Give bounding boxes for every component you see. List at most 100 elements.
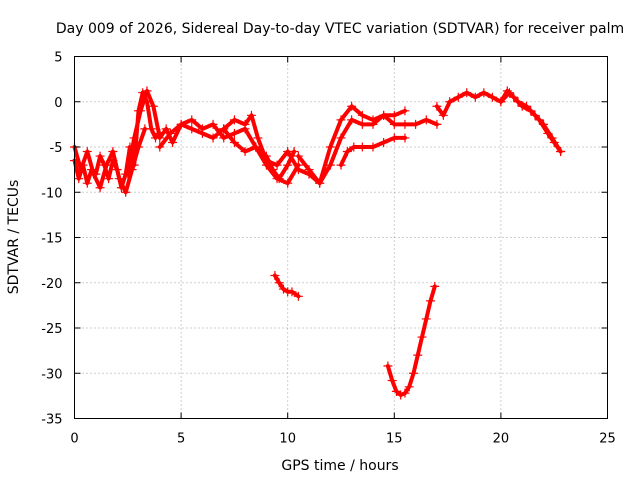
data-point <box>325 160 335 170</box>
data-point <box>253 133 263 143</box>
data-point <box>283 160 293 170</box>
series-seg6 <box>293 101 410 188</box>
data-point <box>89 169 99 179</box>
data-point <box>104 174 114 184</box>
data-point <box>287 287 297 297</box>
data-point <box>101 160 112 170</box>
data-point <box>197 128 208 139</box>
data-point <box>229 128 239 139</box>
data-point <box>304 165 314 175</box>
data-point <box>391 386 402 396</box>
data-point <box>421 115 431 125</box>
series-line <box>72 126 147 195</box>
data-point <box>133 142 144 152</box>
data-point <box>379 137 389 148</box>
data-point <box>74 174 84 184</box>
y-axis-label: SDTVAR / TECUs <box>6 180 22 295</box>
data-point <box>293 291 303 301</box>
series-line <box>272 273 301 299</box>
data-point <box>121 187 131 197</box>
data-point <box>82 146 92 157</box>
data-point <box>108 146 118 157</box>
data-point <box>432 101 442 111</box>
data-point <box>293 151 303 161</box>
data-point <box>421 314 431 324</box>
data-point <box>400 388 410 398</box>
data-point <box>293 165 303 175</box>
data-point <box>336 133 346 143</box>
data-point <box>487 92 497 102</box>
data-point <box>432 119 442 129</box>
data-point <box>408 368 419 378</box>
axis-ticks: 0 5 10 15 20 25 5 0 -5 -10 -15 -20 -25 -30 -35 <box>41 51 616 447</box>
data-point <box>504 88 515 98</box>
data-point <box>400 106 410 116</box>
x-tick-label: 0 <box>70 432 78 447</box>
data-point <box>389 133 399 143</box>
data-point <box>521 101 532 111</box>
data-point <box>283 146 293 157</box>
series-line <box>157 122 301 186</box>
data-point <box>325 142 335 152</box>
x-tick-label: 25 <box>599 432 616 447</box>
y-tick-label: -35 <box>41 413 62 428</box>
y-tick-label: -5 <box>50 141 63 156</box>
data-point <box>155 133 165 143</box>
data-point <box>142 86 152 96</box>
x-tick-label: 20 <box>493 432 510 447</box>
data-point <box>357 110 367 120</box>
data-point <box>453 92 463 102</box>
data-point <box>342 146 352 157</box>
data-point <box>135 106 146 116</box>
data-point <box>547 133 557 143</box>
data-point <box>336 160 346 170</box>
data-point <box>462 88 472 98</box>
y-tick-label: -15 <box>41 232 62 247</box>
series-line <box>339 135 407 168</box>
data-point <box>470 92 480 102</box>
y-tick-label: 5 <box>54 51 62 66</box>
data-point <box>76 165 86 175</box>
series-seg10 <box>270 270 303 301</box>
data-point <box>555 146 566 157</box>
y-tick-label: -30 <box>41 367 62 382</box>
data-point <box>383 361 393 371</box>
data-point <box>95 151 105 161</box>
y-tick-label: 0 <box>54 96 62 111</box>
data-point <box>396 390 406 400</box>
data-point <box>430 281 440 291</box>
data-point <box>161 124 171 134</box>
data-point <box>246 110 257 120</box>
y-tick-label: -25 <box>41 322 62 337</box>
data-point <box>155 142 165 152</box>
data-point <box>123 169 133 179</box>
series-seg9 <box>496 88 566 157</box>
data-point <box>479 88 489 98</box>
data-point <box>187 124 197 134</box>
data-point <box>176 119 186 129</box>
data-point <box>425 296 436 306</box>
x-tick-label: 10 <box>279 432 296 447</box>
data-point <box>165 128 176 139</box>
series-line <box>498 90 563 154</box>
data-point <box>389 119 399 129</box>
series-seg11 <box>383 281 440 400</box>
data-point <box>129 133 139 143</box>
data-point <box>274 278 284 288</box>
data-point <box>347 115 357 125</box>
data-point <box>411 119 421 129</box>
data-point <box>229 137 239 148</box>
data-point <box>538 119 549 129</box>
data-point <box>283 178 293 188</box>
series-seg5 <box>219 110 442 188</box>
data-point <box>114 174 124 184</box>
data-point <box>240 146 250 157</box>
data-point <box>357 119 367 129</box>
data-point <box>167 137 178 148</box>
data-point <box>272 174 282 184</box>
series-line <box>385 284 437 397</box>
data-point <box>379 110 389 120</box>
data-point <box>347 101 357 111</box>
data-point <box>251 142 261 152</box>
